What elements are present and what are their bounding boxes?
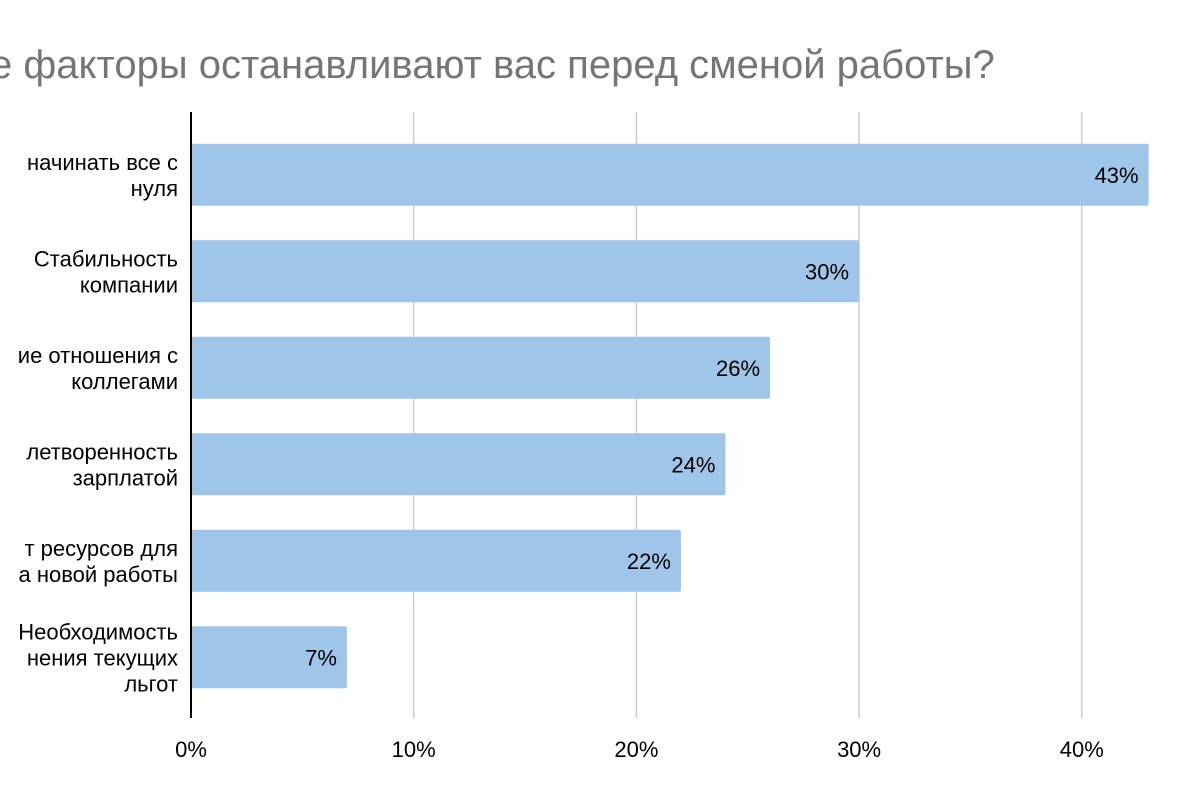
category-label: летворенность (26, 439, 178, 464)
bars (191, 143, 1149, 689)
chart-title-text: е факторы останавливают вас перед сменой… (0, 43, 995, 87)
gridlines (412, 112, 1083, 718)
category-label: Необходимость (18, 619, 178, 644)
data-label: 43% (1095, 163, 1139, 188)
bar (191, 626, 347, 689)
x-tick-labels: 0% 10% 20% 30% 40% (175, 737, 1104, 762)
category-label: зарплатой (73, 465, 178, 490)
category-label: Стабильность (34, 246, 178, 271)
category-label: ие отношения с (18, 343, 178, 368)
bar (191, 529, 681, 592)
category-label: компании (80, 272, 178, 297)
data-label: 30% (805, 259, 849, 284)
x-tick-label: 40% (1060, 737, 1104, 762)
x-tick-label: 20% (614, 737, 658, 762)
bar (191, 240, 860, 303)
bar (191, 143, 1149, 206)
data-label: 7% (305, 645, 337, 670)
chart-title: е факторы останавливают вас перед сменой… (0, 40, 1200, 100)
x-tick-label: 0% (175, 737, 207, 762)
data-label: 26% (716, 356, 760, 381)
category-label: а новой работы (18, 562, 178, 587)
x-tick-label: 10% (392, 737, 436, 762)
bar (191, 433, 726, 496)
category-label: начинать все с (27, 150, 178, 175)
data-label: 22% (627, 549, 671, 574)
data-labels: 43% 30% 26% 24% 22% 7% (305, 163, 1139, 671)
data-label: 24% (671, 452, 715, 477)
x-tick-label: 30% (837, 737, 881, 762)
category-label: коллегами (71, 369, 178, 394)
category-label: нения текущих (27, 645, 178, 670)
category-label: льгот (124, 671, 178, 696)
category-label: нуля (131, 176, 178, 201)
bar (191, 336, 771, 399)
category-label: т ресурсов для (24, 536, 178, 561)
